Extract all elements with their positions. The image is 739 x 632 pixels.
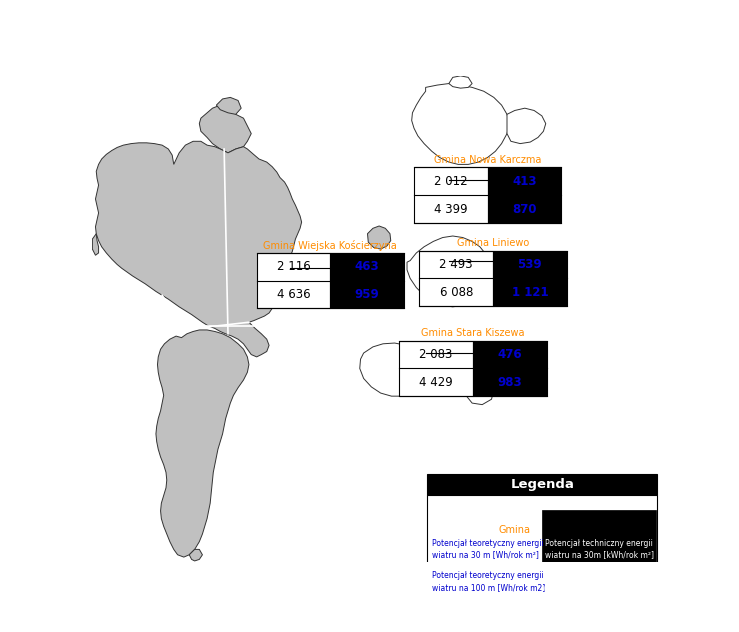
Text: Gmina: Gmina (499, 525, 531, 535)
Text: Potencjał techniczny energii
wiatru na 100m [kWh/rok m²]: Potencjał techniczny energii wiatru na 1… (542, 571, 656, 592)
Polygon shape (427, 363, 469, 394)
Text: 2 083: 2 083 (420, 348, 453, 361)
Polygon shape (407, 236, 491, 307)
Polygon shape (367, 226, 391, 249)
Text: 4 636: 4 636 (276, 288, 310, 301)
Text: 4 429: 4 429 (419, 376, 453, 389)
Bar (414, 167, 488, 223)
Polygon shape (531, 272, 557, 293)
Text: Potencjał teoretyczny energii
wiatru na 30 m [Wh/rok m²]: Potencjał teoretyczny energii wiatru na … (432, 538, 544, 559)
Text: 539: 539 (517, 258, 542, 271)
Text: 2 116: 2 116 (276, 260, 310, 273)
Polygon shape (200, 105, 251, 153)
Polygon shape (507, 108, 545, 143)
Bar (542, 510, 656, 581)
Text: Gmina Wiejska Kościerzyna: Gmina Wiejska Kościerzyna (263, 240, 397, 251)
Text: 463: 463 (355, 260, 379, 273)
Text: 413: 413 (512, 175, 537, 188)
Bar (488, 167, 561, 223)
Polygon shape (412, 83, 509, 164)
Bar (473, 341, 547, 396)
Polygon shape (95, 142, 302, 357)
Text: Potencjał teoretyczny energii
wiatru na 100 m [Wh/rok m2]: Potencjał teoretyczny energii wiatru na … (432, 571, 545, 592)
Bar (427, 495, 658, 583)
Text: Gmina Liniewo: Gmina Liniewo (457, 238, 529, 248)
Text: 983: 983 (497, 376, 522, 389)
Polygon shape (217, 97, 241, 114)
Text: Gmina Stara Kiszewa: Gmina Stara Kiszewa (421, 329, 525, 338)
Text: Legenda: Legenda (511, 478, 574, 491)
Text: 2 012: 2 012 (434, 175, 468, 188)
Polygon shape (189, 549, 202, 561)
Bar (427, 474, 658, 495)
Text: 959: 959 (355, 288, 380, 301)
Bar (330, 253, 404, 308)
Text: 6 088: 6 088 (440, 286, 473, 299)
Text: 1 121: 1 121 (511, 286, 548, 299)
Text: 476: 476 (497, 348, 522, 361)
Polygon shape (360, 343, 428, 396)
Text: 2 493: 2 493 (440, 258, 473, 271)
Bar (256, 253, 330, 308)
Bar (420, 251, 493, 306)
Bar (493, 251, 567, 306)
Text: Potencjał techniczny energii
wiatru na 30m [kWh/rok m²]: Potencjał techniczny energii wiatru na 3… (545, 538, 654, 559)
Text: 870: 870 (512, 202, 537, 216)
Polygon shape (466, 380, 494, 404)
Polygon shape (449, 76, 472, 88)
Text: 4 399: 4 399 (434, 202, 468, 216)
Polygon shape (490, 267, 533, 298)
Bar (399, 341, 473, 396)
Polygon shape (92, 234, 98, 255)
Polygon shape (156, 330, 249, 557)
Text: Gmina Nowa Karczma: Gmina Nowa Karczma (434, 155, 541, 165)
